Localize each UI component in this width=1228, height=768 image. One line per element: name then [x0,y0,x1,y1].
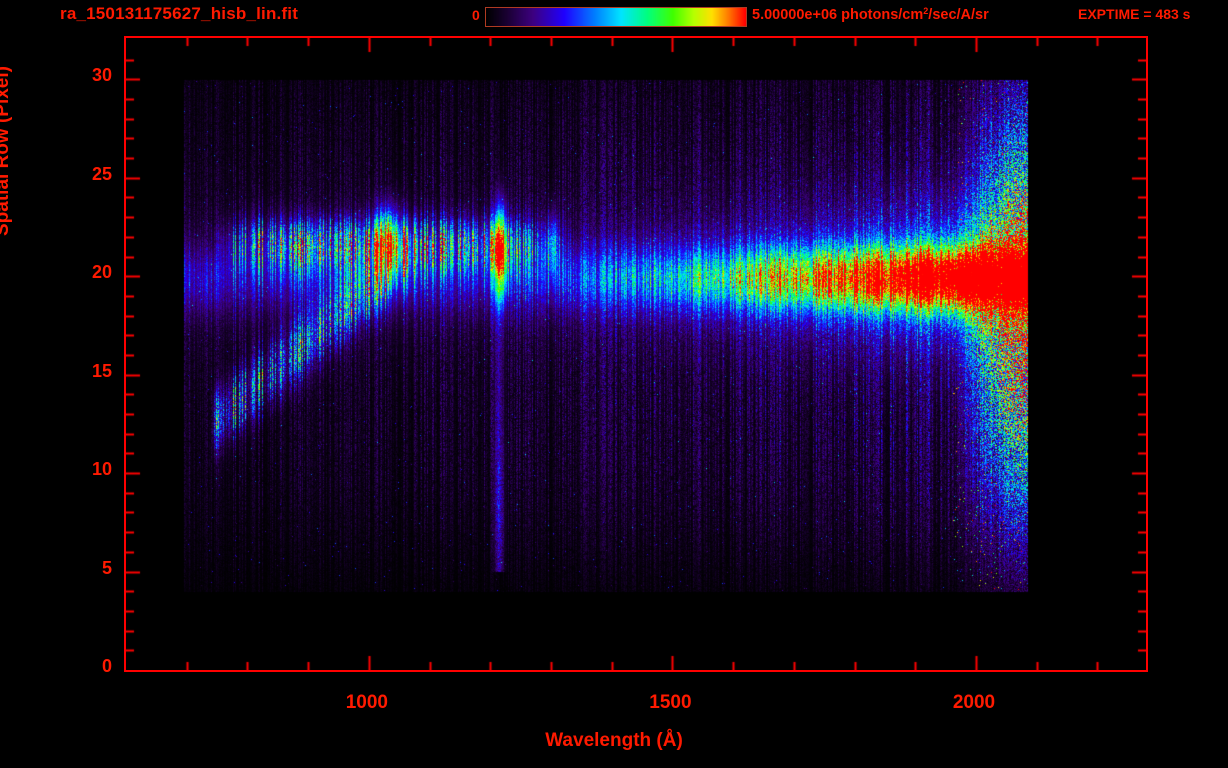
x-axis-title: Wavelength (Å) [545,730,683,751]
x-tick-label: 2000 [952,692,996,713]
colorbar [485,7,747,27]
y-tick-label: 20 [91,262,112,283]
colorbar-max-label: 5.00000e+06 photons/cm2/sec/A/sr [752,6,989,23]
plot-area [124,36,1148,672]
x-tick-label: 1000 [345,692,388,713]
spectral-image [126,38,1146,670]
colorbar-min-label: 0 [472,7,480,23]
x-tick-label: 1500 [649,692,692,713]
y-tick-label: 25 [91,163,112,184]
y-tick-label: 0 [101,656,112,676]
colorbar-max-exponent: 2 [923,6,929,16]
exptime-label: EXPTIME = 483 s [1078,6,1191,22]
y-tick-label: 5 [101,557,112,578]
colorbar-max-value: 5.00000e+06 photons/cm [752,7,924,23]
y-tick-label: 15 [91,360,112,381]
y-axis-title: Spatial Row (Pixel) [0,66,13,236]
colorbar-max-unit-tail: /sec/A/sr [928,7,989,23]
page-title: ra_150131175627_hisb_lin.fit [60,4,299,23]
y-tick-label: 10 [91,459,112,480]
y-tick-label: 30 [91,65,112,86]
